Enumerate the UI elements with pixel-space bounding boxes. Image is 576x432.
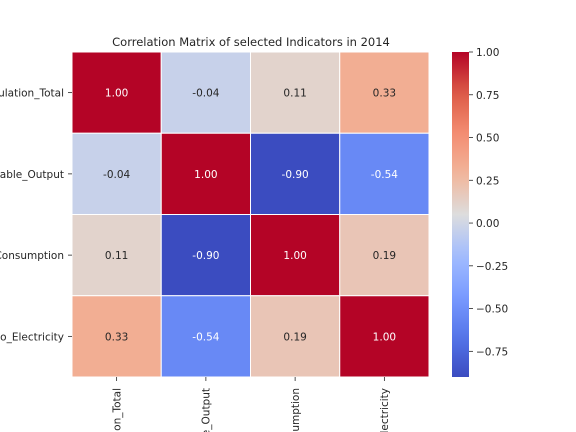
column-tick-label: sumption xyxy=(290,388,302,432)
column-tick-labels: on_Total e_Output sumption Electricity xyxy=(111,377,391,432)
cell-value-label: -0.90 xyxy=(282,169,309,181)
colorbar-tick-label: 0.25 xyxy=(476,175,499,187)
cell-value-label: 1.00 xyxy=(105,88,128,100)
heatmap-cell xyxy=(160,51,251,134)
cell-value-label: -0.04 xyxy=(103,169,130,181)
column-tick-label: Electricity xyxy=(379,388,391,432)
colorbar-tick-label: 0.00 xyxy=(476,218,499,230)
colorbar: 1.00 0.75 0.50 0.25 0.00 −0.25 −0.50 −0.75 xyxy=(452,47,508,377)
row-tick-label: wable_Output xyxy=(0,169,64,181)
row-tick-label: to_Electricity xyxy=(0,331,64,343)
colorbar-tick-label: 0.75 xyxy=(476,90,499,102)
heatmap-cell xyxy=(160,132,251,215)
column-tick-label: on_Total xyxy=(111,388,123,431)
cell-value-label: 1.00 xyxy=(194,169,217,181)
column-tick-label: e_Output xyxy=(201,388,213,432)
cell-value-label: -0.54 xyxy=(192,331,219,343)
cell-value-label: -0.54 xyxy=(371,169,398,181)
heatmap-cell xyxy=(160,295,251,378)
colorbar-gradient xyxy=(452,52,469,377)
row-tick-label: Consumption xyxy=(0,250,64,262)
colorbar-tick-label: 0.50 xyxy=(476,133,499,145)
cell-value-label: 0.33 xyxy=(105,331,128,343)
heatmap-cell xyxy=(339,295,430,378)
cell-value-label: 0.11 xyxy=(105,250,128,262)
heatmap-cell xyxy=(71,132,162,215)
cell-value-label: -0.90 xyxy=(192,250,219,262)
cell-value-label: 0.33 xyxy=(373,88,396,100)
heatmap-cells: 1.00 -0.04 0.11 0.33 -0.04 1.00 -0.90 -0.54 0.11… xyxy=(71,51,430,378)
chart-title: Correlation Matrix of selected Indicator… xyxy=(112,35,390,49)
cell-value-label: -0.04 xyxy=(192,88,219,100)
heatmap-cell xyxy=(71,51,162,134)
cell-value-label: 1.00 xyxy=(283,250,306,262)
colorbar-tick-label: −0.75 xyxy=(476,346,508,358)
colorbar-tick-label: −0.25 xyxy=(476,261,508,273)
colorbar-tick-label: −0.50 xyxy=(476,304,508,316)
row-tick-labels: ulation_Total wable_Output Consumption to_E… xyxy=(0,88,72,343)
row-tick-label: ulation_Total xyxy=(0,88,64,100)
cell-value-label: 0.19 xyxy=(283,331,306,343)
colorbar-tick-labels: 1.00 0.75 0.50 0.25 0.00 −0.25 −0.50 −0.75 xyxy=(469,47,508,358)
heatmap-cell xyxy=(339,214,430,297)
cell-value-label: 0.19 xyxy=(373,250,396,262)
heatmap-cell xyxy=(250,51,341,134)
colorbar-tick-label: 1.00 xyxy=(476,47,499,59)
heatmap-cell xyxy=(339,51,430,134)
heatmap-cell xyxy=(339,132,430,215)
cell-value-label: 0.11 xyxy=(283,88,306,100)
heatmap-cell xyxy=(160,214,251,297)
heatmap-cell xyxy=(71,295,162,378)
cell-value-label: 1.00 xyxy=(373,331,396,343)
